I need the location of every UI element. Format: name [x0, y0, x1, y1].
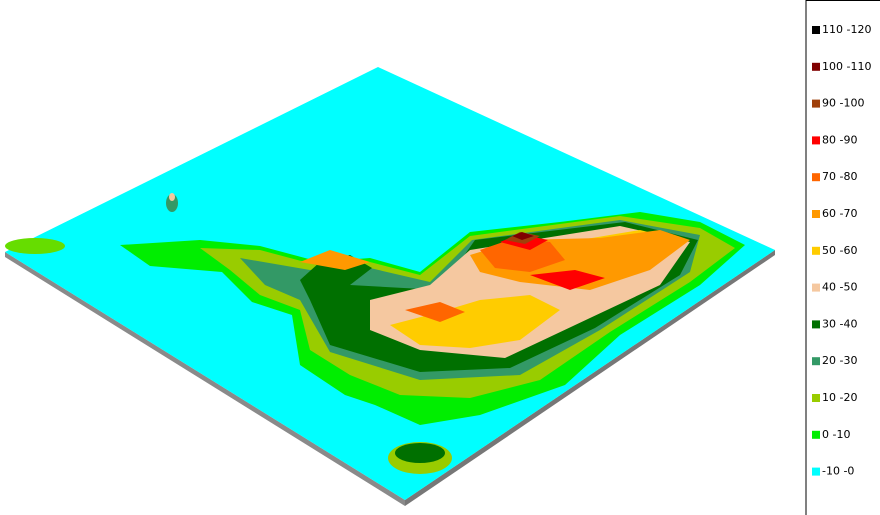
islet [5, 238, 65, 254]
legend-label: 30 -40 [822, 317, 857, 330]
legend-label: 70 -80 [822, 170, 857, 183]
legend-swatch [812, 430, 820, 439]
legend-label: 80 -90 [822, 133, 857, 146]
legend-swatch [812, 136, 820, 145]
terrain [5, 67, 775, 506]
legend-swatch [812, 320, 820, 329]
legend-label: 10 -20 [822, 391, 857, 404]
islet [166, 194, 178, 212]
plane-edge [5, 252, 405, 506]
land-60-70 [300, 250, 370, 270]
legend-swatch [812, 26, 820, 34]
legend-label: 110 -120 [822, 23, 871, 36]
legend-label: 20 -30 [822, 354, 857, 367]
land-70-80 [405, 302, 465, 322]
plane-edge [405, 250, 775, 506]
land-70-80 [480, 238, 565, 272]
land-100-110 [512, 232, 534, 240]
legend-label: 50 -60 [822, 244, 857, 257]
legend-swatch [812, 357, 820, 366]
legend-swatch [812, 467, 820, 476]
legend-swatch [812, 246, 820, 255]
legend-swatch [812, 394, 820, 402]
legend-swatch [812, 173, 820, 182]
islet [169, 193, 175, 201]
legend-label: -10 -0 [822, 465, 854, 478]
legend-swatch [812, 99, 820, 108]
legend: 110 -120 100 -110 90 -100 80 -90 70 -80 60 -7… [805, 0, 880, 515]
legend-label: 90 -100 [822, 97, 864, 110]
legend-swatch [812, 210, 820, 218]
land-50-60 [390, 295, 560, 348]
islet [395, 443, 445, 463]
legend-label: 0 -10 [822, 428, 850, 441]
land-80-90 [530, 270, 605, 290]
legend-swatch [812, 283, 820, 292]
legend-label: 40 -50 [822, 281, 857, 294]
legend-label: 100 -110 [822, 60, 871, 73]
legend-swatch [812, 62, 820, 71]
legend-label: 60 -70 [822, 207, 857, 220]
